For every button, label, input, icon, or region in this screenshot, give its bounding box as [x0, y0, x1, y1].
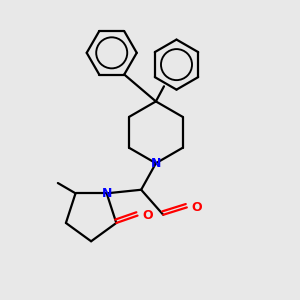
- Text: O: O: [142, 209, 153, 222]
- Text: O: O: [192, 201, 203, 214]
- Text: N: N: [151, 157, 161, 170]
- Text: N: N: [101, 187, 112, 200]
